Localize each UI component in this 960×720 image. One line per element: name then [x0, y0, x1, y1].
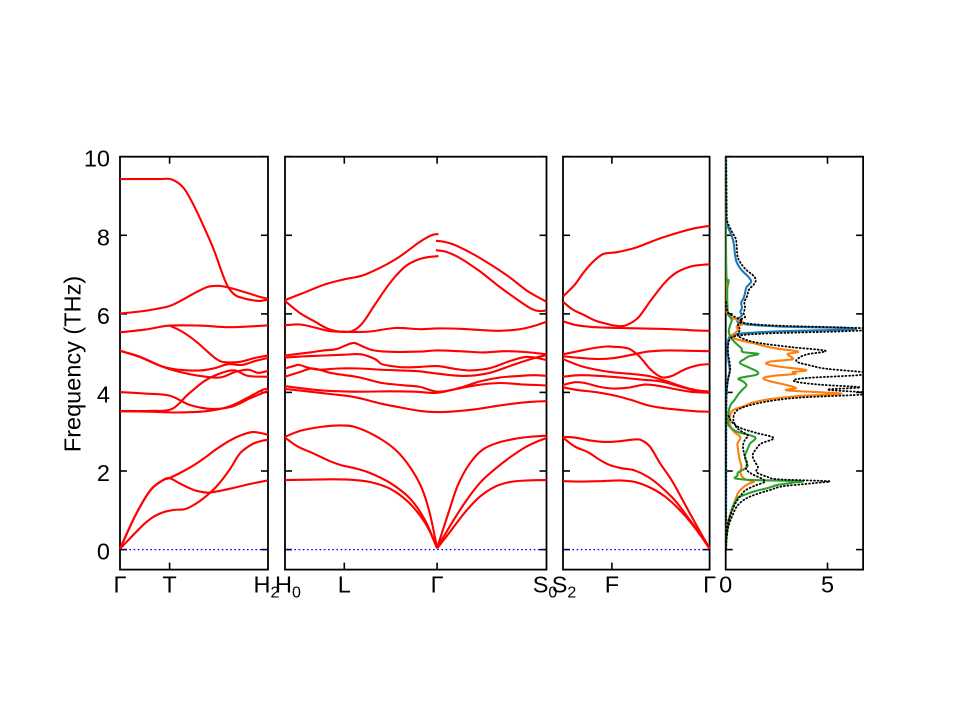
svg-text:4: 4 — [97, 381, 110, 407]
svg-text:6: 6 — [97, 303, 110, 329]
svg-text:Frequency (THz): Frequency (THz) — [60, 276, 86, 452]
svg-text:0: 0 — [97, 539, 110, 565]
svg-text:8: 8 — [97, 224, 110, 250]
svg-text:2: 2 — [97, 460, 110, 486]
svg-text:L: L — [338, 572, 351, 598]
svg-text:Γ: Γ — [114, 572, 127, 598]
svg-text:T: T — [162, 572, 176, 598]
svg-text:F: F — [605, 572, 619, 598]
svg-text:10: 10 — [84, 146, 110, 172]
svg-text:Γ: Γ — [431, 572, 444, 598]
svg-text:Γ: Γ — [703, 572, 716, 598]
svg-text:0: 0 — [719, 572, 732, 598]
svg-text:5: 5 — [821, 572, 834, 598]
